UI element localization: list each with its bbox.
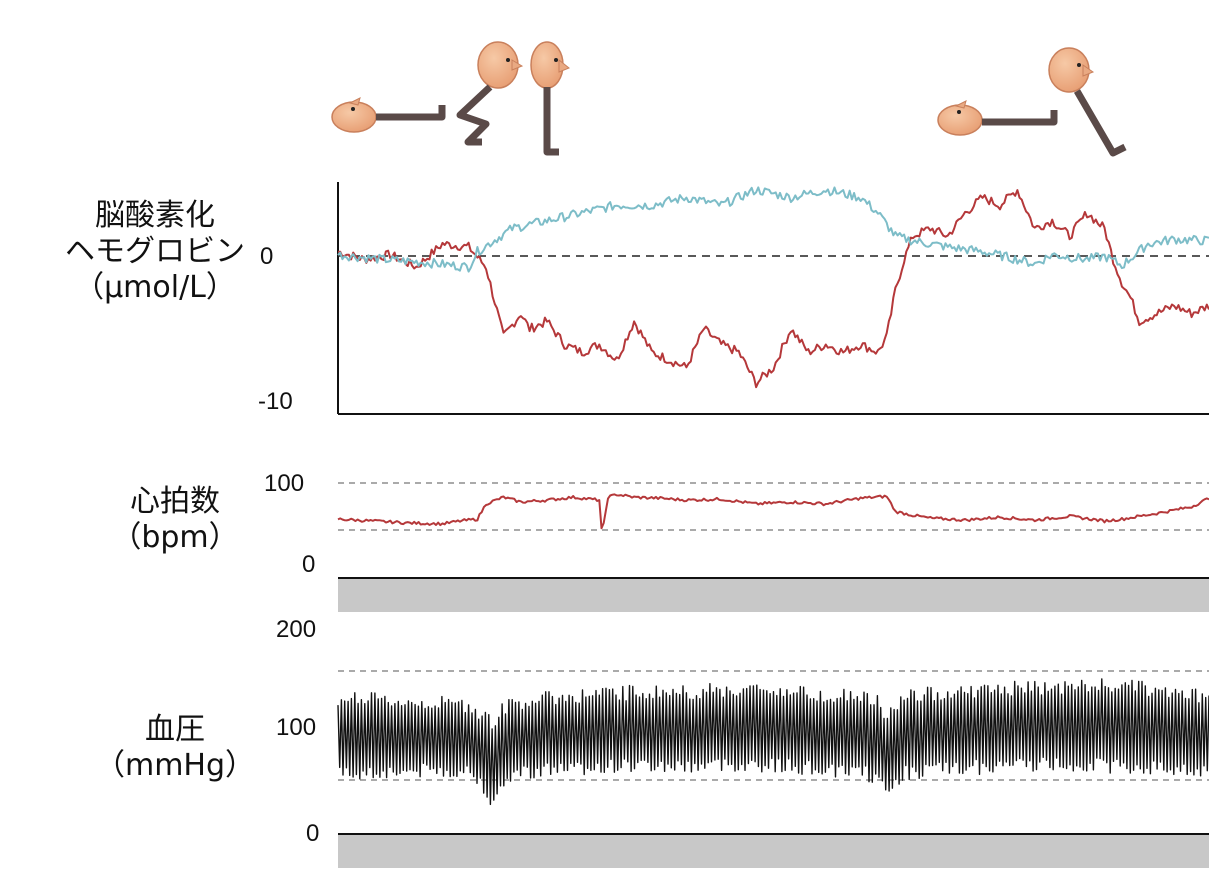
- hr-panel: [337, 482, 1209, 612]
- hr-baseline-band: [338, 579, 1209, 612]
- person-lying-icon: [937, 100, 1058, 136]
- hb-ylabel-line: （μmol/L）: [74, 270, 236, 305]
- bp-baseline-band: [338, 835, 1209, 868]
- person-legs-raised-icon: [1048, 47, 1127, 157]
- person-squatting-icon: [456, 41, 524, 146]
- person-lying-icon: [331, 97, 446, 133]
- bp-ylabel-line: （mmHg）: [94, 748, 256, 783]
- bp-tick-200: 200: [276, 616, 317, 643]
- bp-ylabel-line: 血圧: [145, 712, 205, 747]
- hr-ylabel-line: 心拍数: [130, 484, 220, 519]
- hr-ylabel: 心拍数 （bpm）: [60, 484, 290, 556]
- hr-series-0: [337, 493, 1209, 530]
- person-standing-icon: [530, 41, 570, 156]
- hb-tick-minus10: -10: [258, 388, 293, 415]
- hb-panel: [337, 182, 1209, 415]
- hb-ylabel: 脳酸素化 ヘモグロビン （μmol/L）: [40, 198, 270, 306]
- hb-ylabel-line: ヘモグロビン: [65, 234, 245, 269]
- hb-tick-0: 0: [260, 243, 274, 270]
- bp-tick-0: 0: [306, 820, 320, 847]
- hr-tick-0: 0: [302, 551, 316, 578]
- hr-tick-100: 100: [264, 470, 305, 497]
- bp-ylabel: 血圧 （mmHg）: [60, 712, 290, 784]
- hr-ylabel-line: （bpm）: [111, 520, 239, 555]
- bp-tick-100: 100: [276, 714, 317, 741]
- hb-series-1: [337, 186, 1209, 273]
- hb-series-0: [338, 189, 1209, 389]
- bp-panel: [337, 670, 1209, 868]
- bp-series-0: [337, 678, 1209, 806]
- hb-ylabel-line: 脳酸素化: [95, 198, 215, 233]
